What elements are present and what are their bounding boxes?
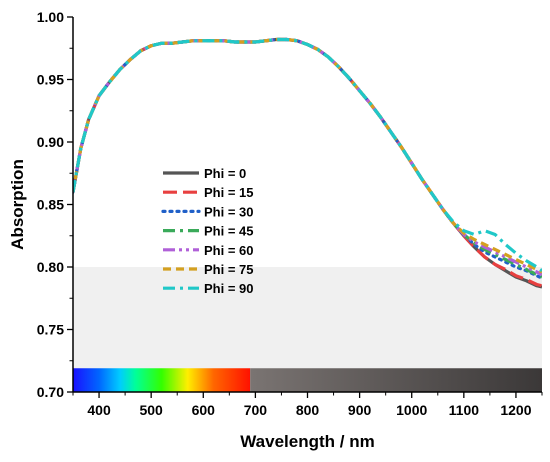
- x-axis-title: Wavelength / nm: [240, 432, 374, 451]
- x-tick-label: 1000: [396, 402, 427, 418]
- legend-label-4: Phi = 60: [204, 243, 254, 258]
- legend-label-2: Phi = 30: [204, 204, 254, 219]
- legend-label-1: Phi = 15: [204, 185, 254, 200]
- infrared-spectrum-bar: [250, 368, 542, 392]
- x-tick-label: 400: [87, 402, 111, 418]
- y-tick-label: 1.00: [37, 9, 64, 25]
- legend: Phi = 0 Phi = 15 Phi = 30 Phi = 45 Phi = 60 P…: [161, 166, 254, 296]
- series-line-0: [73, 37, 542, 289]
- x-tick-label: 700: [244, 402, 268, 418]
- x-tick-label: 1100: [449, 402, 480, 418]
- x-tick-label: 800: [296, 402, 320, 418]
- legend-label-6: Phi = 90: [204, 281, 254, 296]
- series-line-6: [73, 37, 542, 273]
- y-axis-title: Absorption: [8, 159, 27, 250]
- x-tick-label: 500: [139, 402, 163, 418]
- y-tick-label: 0.75: [37, 322, 64, 338]
- series-line-2: [73, 37, 542, 280]
- legend-label-5: Phi = 75: [204, 262, 254, 277]
- y-tick-label: 0.95: [37, 72, 64, 88]
- y-tick-label: 0.90: [37, 134, 64, 150]
- visible-spectrum-bar: [73, 368, 251, 392]
- legend-label-0: Phi = 0: [204, 166, 246, 181]
- legend-label-3: Phi = 45: [204, 224, 254, 239]
- background-layer: [73, 267, 542, 392]
- y-tick-label: 0.85: [37, 197, 64, 213]
- x-tick-label: 600: [192, 402, 216, 418]
- axes-layer: 400 500 600 700 800 900 1000 1100 1200 0.70 0.75 0.…: [37, 9, 543, 418]
- x-tick-label: 1200: [500, 402, 531, 418]
- y-tick-label: 0.70: [37, 384, 64, 400]
- x-tick-label: 900: [348, 402, 372, 418]
- series-line-5: [73, 37, 542, 274]
- series-line-1: [73, 37, 542, 288]
- series-layer: [73, 37, 542, 289]
- y-tick-label: 0.80: [37, 259, 64, 275]
